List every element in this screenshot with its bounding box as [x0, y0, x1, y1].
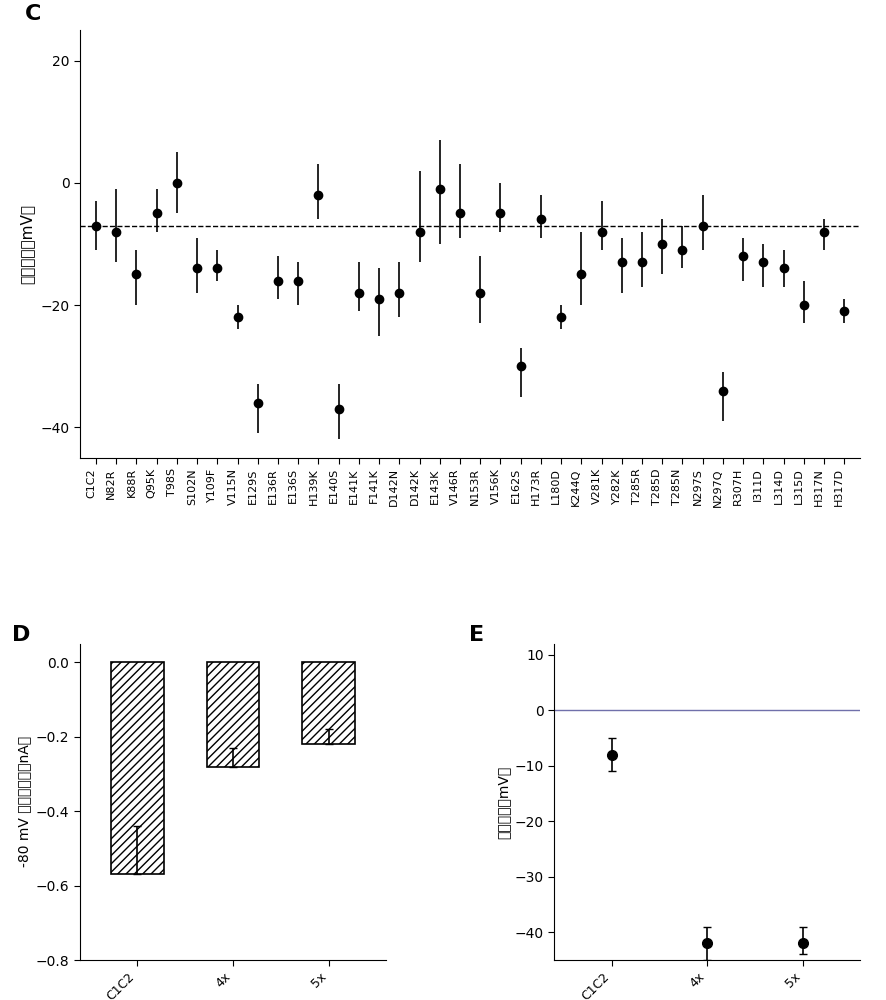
Y-axis label: 逆转电位（mV）: 逆转电位（mV） — [496, 765, 509, 839]
Bar — [206, 662, 259, 767]
Y-axis label: -80 mV 下的光电流（nA）: -80 mV 下的光电流（nA） — [18, 736, 32, 867]
Text: C: C — [25, 4, 42, 24]
Bar — [302, 662, 354, 744]
Text: E: E — [468, 625, 483, 645]
Text: D: D — [12, 625, 31, 645]
Bar — [111, 662, 163, 874]
Y-axis label: 逆转电位（mV）: 逆转电位（mV） — [19, 204, 35, 284]
